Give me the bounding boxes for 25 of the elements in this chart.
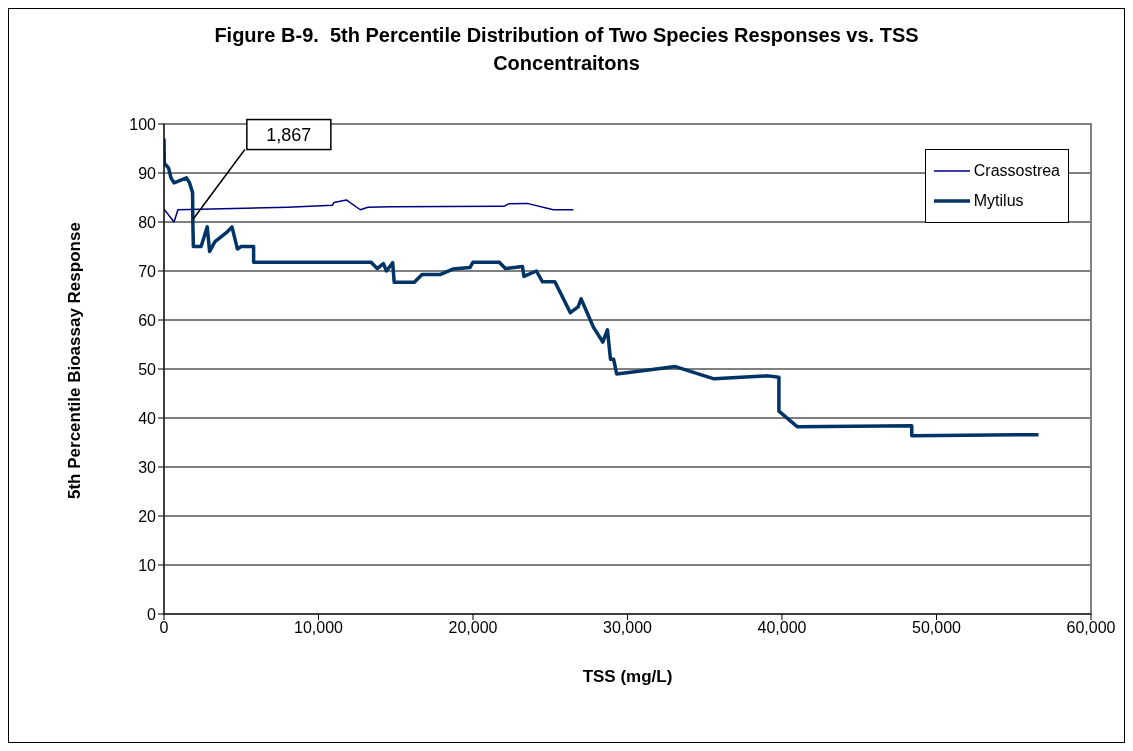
y-tick-label: 10 [138,556,157,574]
x-tick-label: 20,000 [448,619,498,637]
x-tick-label: 60,000 [1066,619,1116,637]
y-tick-label: 60 [138,311,157,329]
x-tick-label: 0 [159,619,169,637]
line-series [164,199,575,223]
x-axis-title: TSS (mg/L) [582,667,673,686]
y-tick-label: 0 [147,605,157,623]
legend-label: Mytilus [973,192,1024,210]
y-tick-label: 20 [138,507,157,525]
chart-title: Figure B-9. 5th Percentile Distribution of Two Species Responses vs. TSS Concentraitons [213,23,920,76]
y-tick-label: 80 [138,213,157,231]
y-tick-label: 100 [129,115,157,133]
x-tick-label: 30,000 [603,619,653,637]
x-tick-label: 10,000 [294,619,344,637]
x-tick-label: 40,000 [757,619,807,637]
legend-label: Crassostrea [973,162,1060,180]
y-tick-label: 50 [138,360,157,378]
x-tick-label: 50,000 [912,619,962,637]
y-tick-label: 70 [138,262,157,280]
y-tick-label: 40 [138,409,157,427]
y-tick-label: 30 [138,458,157,476]
y-tick-label: 90 [138,164,157,182]
y-axis-title: 5th Percentile Bioassay Response [65,222,85,499]
annotation: 1,867 [266,124,312,145]
